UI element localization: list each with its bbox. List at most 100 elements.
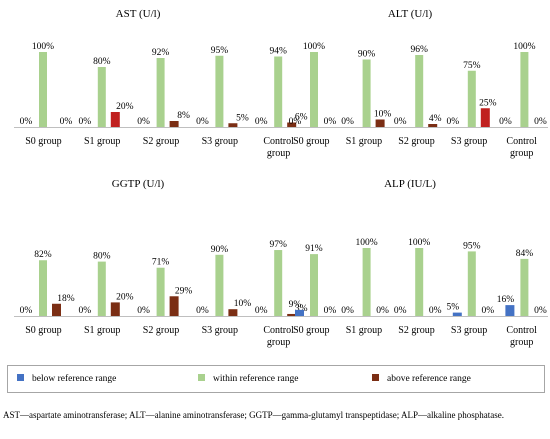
data-label-below-reference-range-s2-group: 0%: [137, 306, 150, 316]
bar-above-reference-range-s3-group: [228, 309, 238, 316]
panel-ast: AST (U/l) 0% 100% 0% S0 group 0% 80% 20% S1 grou…: [14, 8, 308, 159]
bar-within-reference-range-s2-group: [156, 58, 165, 127]
data-label-above-reference-range-s0-group: 0%: [324, 306, 337, 316]
data-label-below-reference-range-s0-group: 0%: [20, 117, 33, 127]
data-label-above-reference-range-control-group: 0%: [534, 306, 547, 316]
data-label-within-reference-range-s3-group: 90%: [211, 245, 229, 255]
data-label-below-reference-range-s0-group: 9%: [289, 300, 302, 310]
category-label-s2-group: S2 group: [398, 136, 434, 147]
data-label-within-reference-range-s1-group: 80%: [93, 252, 111, 262]
data-label-within-reference-range-s3-group: 75%: [463, 61, 481, 71]
legend-label-within-reference-range: within reference range: [213, 373, 298, 384]
data-label-within-reference-range-s0-group: 91%: [305, 244, 323, 254]
data-label-above-reference-range-s3-group: 10%: [234, 299, 252, 309]
category-label-s3-group: S3 group: [202, 136, 238, 147]
category-label-s0-group: S0 group: [25, 325, 61, 336]
data-label-above-reference-range-s1-group: 10%: [374, 110, 392, 120]
bar-within-reference-range-control-group: [520, 52, 529, 127]
bar-below-reference-range-s3-group: [452, 312, 462, 316]
data-label-above-reference-range-s1-group: 0%: [376, 306, 389, 316]
bar-within-reference-range-control-group: [274, 250, 283, 316]
data-label-within-reference-range-s2-group: 100%: [408, 238, 430, 248]
bar-within-reference-range-s3-group: [467, 70, 476, 127]
bar-within-reference-range-s1-group: [97, 67, 106, 127]
category-label-s0-group: S0 group: [293, 136, 329, 147]
legend-label-above-reference-range: above reference range: [387, 373, 471, 384]
panel-ggtp: GGTP (U/l) 0% 82% 18% S0 group 0% 80% 20% S1 gro…: [14, 178, 308, 348]
bar-above-reference-range-s2-group: [169, 296, 179, 316]
data-label-above-reference-range-s2-group: 8%: [177, 111, 190, 121]
bar-within-reference-range-control-group: [274, 56, 283, 127]
data-label-above-reference-range-s1-group: 20%: [116, 102, 134, 112]
bar-within-reference-range-s0-group: [310, 52, 318, 127]
data-label-within-reference-range-control-group: 100%: [513, 42, 535, 52]
category-label-s0-group: S0 group: [293, 325, 329, 336]
bar-within-reference-range-s1-group: [362, 59, 371, 127]
data-label-within-reference-range-s1-group: 90%: [358, 50, 376, 60]
data-label-below-reference-range-s1-group: 0%: [341, 117, 354, 127]
data-label-above-reference-range-control-group: 3%: [295, 304, 308, 314]
category-label-control-group: Control group: [506, 136, 537, 159]
bar-above-reference-range-s1-group: [110, 112, 120, 127]
data-label-above-reference-range-s3-group: 25%: [479, 98, 497, 108]
data-label-within-reference-range-s0-group: 82%: [34, 250, 52, 260]
legend-swatch-above-reference-range: [372, 374, 379, 381]
legend-label-below-reference-range: below reference range: [32, 373, 116, 384]
data-label-within-reference-range-s0-group: 100%: [32, 42, 54, 52]
category-label-s2-group: S2 group: [398, 325, 434, 336]
bar-within-reference-range-s2-group: [415, 248, 424, 316]
data-label-within-reference-range-control-group: 84%: [516, 249, 534, 259]
legend-swatch-within-reference-range: [198, 374, 205, 381]
bar-within-reference-range-s0-group: [39, 260, 47, 316]
panel-title-ggtp: GGTP (U/l): [112, 178, 165, 190]
category-label-control-group: Control group: [263, 136, 294, 159]
panel-title-ast: AST (U/l): [116, 8, 161, 20]
category-label-s3-group: S3 group: [451, 136, 487, 147]
category-label-s1-group: S1 group: [346, 136, 382, 147]
data-label-within-reference-range-s3-group: 95%: [463, 241, 481, 251]
bar-above-reference-range-s1-group: [110, 302, 120, 316]
chart-panels: AST (U/l) 0% 100% 0% S0 group 0% 80% 20% S1 grou…: [14, 8, 548, 348]
data-label-above-reference-range-control-group: 0%: [534, 117, 547, 127]
data-label-below-reference-range-s3-group: 5%: [446, 303, 459, 313]
data-label-below-reference-range-s3-group: 0%: [196, 306, 209, 316]
bar-below-reference-range-s0-group: [295, 309, 304, 316]
data-label-below-reference-range-control-group: 16%: [497, 295, 515, 305]
data-label-below-reference-range-control-group: 0%: [499, 117, 512, 127]
category-label-s1-group: S1 group: [84, 136, 120, 147]
data-label-within-reference-range-s2-group: 96%: [410, 45, 428, 55]
panel-alp: ALP (IU/L) 9% 91% 0% S0 group 0% 100% 0% S1 grou…: [285, 178, 548, 348]
bar-within-reference-range-control-group: [520, 258, 529, 316]
bar-within-reference-range-s3-group: [215, 55, 224, 127]
data-label-below-reference-range-s2-group: 0%: [137, 117, 150, 127]
category-label-s3-group: S3 group: [451, 325, 487, 336]
bar-within-reference-range-s1-group: [362, 248, 371, 316]
bar-above-reference-range-s2-group: [169, 121, 179, 127]
bar-within-reference-range-s0-group: [39, 52, 47, 127]
data-label-above-reference-range-s2-group: 29%: [175, 286, 193, 296]
category-label-control-group: Control group: [506, 325, 537, 348]
data-label-within-reference-range-control-group: 97%: [269, 240, 287, 250]
bar-within-reference-range-s1-group: [97, 261, 106, 316]
data-label-below-reference-range-s2-group: 0%: [394, 306, 407, 316]
data-label-within-reference-range-s3-group: 95%: [211, 46, 229, 56]
category-label-s1-group: S1 group: [346, 325, 382, 336]
bar-within-reference-range-s3-group: [467, 251, 476, 316]
data-label-above-reference-range-s1-group: 20%: [116, 292, 134, 302]
bar-within-reference-range-s2-group: [156, 267, 165, 316]
data-label-above-reference-range-s3-group: 5%: [236, 113, 249, 123]
figure-caption: AST—aspartate aminotransferase; ALT—alan…: [3, 410, 505, 420]
bar-above-reference-range-s0-group: [52, 303, 61, 316]
panel-title-alp: ALP (IU/L): [384, 178, 436, 190]
bar-below-reference-range-control-group: [505, 305, 515, 316]
data-label-within-reference-range-s0-group: 100%: [303, 42, 325, 52]
legend-swatch-below-reference-range: [17, 374, 24, 381]
bar-above-reference-range-s3-group: [228, 123, 238, 127]
category-label-s2-group: S2 group: [143, 136, 179, 147]
panel-alt: ALT (U/l) 0% 100% 0% S0 group 0% 90% 10% S1 grou…: [285, 8, 548, 159]
bar-above-reference-range-control-group: [287, 122, 297, 127]
data-label-within-reference-range-s1-group: 80%: [93, 57, 111, 67]
category-label-s2-group: S2 group: [143, 325, 179, 336]
panel-title-alt: ALT (U/l): [388, 8, 433, 20]
